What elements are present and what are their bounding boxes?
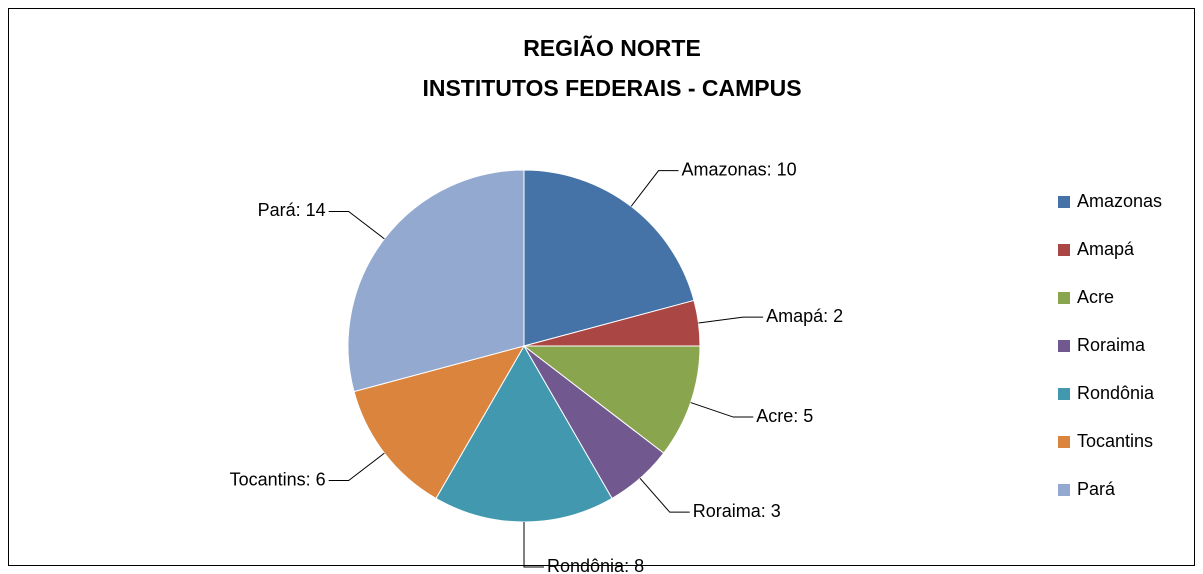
leader-line [523,522,544,568]
data-label: Rondônia: 8 [547,556,644,574]
legend-swatch [1058,388,1070,400]
legend-swatch [1058,244,1070,256]
legend-label: Tocantins [1077,431,1153,451]
pie-slice [435,345,613,523]
leader-line [328,210,385,240]
legend-label: Acre [1077,287,1114,307]
pie-slice [523,169,695,347]
pie-slice [353,345,526,500]
leader-line [698,316,764,324]
chart-title: REGIÃO NORTE [523,34,701,61]
leader-line [630,170,679,207]
legend-label: Rondônia [1077,383,1155,403]
legend-swatch [1058,484,1070,496]
data-label: Amazonas: 10 [682,159,797,179]
leader-line [639,477,690,513]
legend-label: Pará [1077,479,1116,499]
legend-swatch [1058,340,1070,352]
pie-slice [522,345,701,454]
legend-swatch [1058,196,1070,208]
leader-line [328,452,385,482]
chart-subtitle: INSTITUTOS FEDERAIS - CAMPUS [422,75,801,101]
data-label: Acre: 5 [756,406,813,426]
legend-swatch [1058,292,1070,304]
data-label: Amapá: 2 [766,306,843,326]
legend-label: Roraima [1077,335,1146,355]
data-label: Tocantins: 6 [230,469,326,489]
legend-swatch [1058,436,1070,448]
data-label: Pará: 14 [258,200,326,220]
legend-label: Amapá [1077,239,1135,259]
legend-label: Amazonas [1077,191,1162,211]
leader-line [690,402,754,418]
data-label: Roraima: 3 [693,501,781,521]
